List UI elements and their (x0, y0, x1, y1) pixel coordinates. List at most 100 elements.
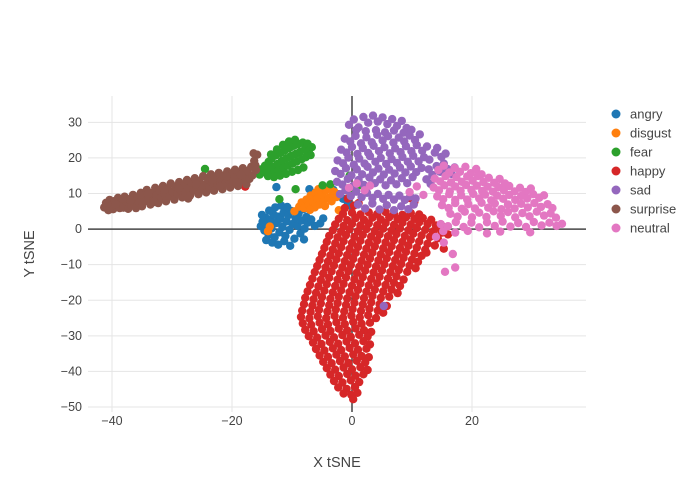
point-neutral[interactable] (529, 217, 538, 227)
point-happy[interactable] (327, 267, 336, 276)
point-sad[interactable] (365, 151, 375, 161)
point-surprise[interactable] (118, 194, 128, 203)
point-happy[interactable] (299, 300, 309, 309)
point-happy[interactable] (375, 272, 384, 281)
point-sad[interactable] (374, 164, 383, 173)
point-sad[interactable] (355, 154, 364, 163)
point-happy[interactable] (395, 281, 405, 291)
point-happy[interactable] (333, 275, 342, 284)
point-happy[interactable] (301, 293, 310, 302)
point-happy[interactable] (328, 288, 337, 297)
point-neutral[interactable] (419, 190, 428, 200)
point-sad[interactable] (433, 143, 442, 153)
point-happy[interactable] (308, 338, 318, 347)
point-happy[interactable] (350, 298, 359, 307)
point-happy[interactable] (383, 274, 393, 283)
point-happy[interactable] (326, 294, 335, 303)
point-neutral[interactable] (457, 191, 466, 200)
point-sad[interactable] (417, 163, 426, 173)
point-happy[interactable] (364, 311, 373, 320)
point-neutral[interactable] (441, 171, 450, 181)
point-happy[interactable] (315, 318, 324, 327)
point-happy[interactable] (298, 306, 307, 315)
point-sad[interactable] (376, 153, 385, 163)
point-neutral[interactable] (517, 199, 526, 208)
point-happy[interactable] (422, 248, 431, 257)
point-happy[interactable] (340, 307, 349, 316)
point-happy[interactable] (313, 312, 322, 321)
point-happy[interactable] (316, 275, 325, 285)
point-neutral[interactable] (503, 200, 513, 209)
point-sad[interactable] (358, 143, 367, 153)
point-surprise[interactable] (236, 170, 246, 180)
point-disgust[interactable] (327, 197, 336, 206)
point-neutral[interactable] (545, 218, 554, 227)
point-happy[interactable] (341, 273, 351, 282)
point-fear[interactable] (263, 171, 273, 181)
point-happy[interactable] (377, 266, 387, 275)
point-sad[interactable] (344, 153, 353, 162)
point-angry[interactable] (299, 235, 309, 244)
point-happy[interactable] (340, 319, 349, 329)
point-happy[interactable] (351, 324, 360, 333)
point-fear[interactable] (299, 163, 308, 172)
point-sad[interactable] (397, 174, 406, 183)
point-fear[interactable] (306, 150, 315, 160)
point-sad[interactable] (390, 169, 399, 178)
point-neutral[interactable] (483, 182, 492, 191)
point-disgust[interactable] (263, 227, 273, 236)
point-sad[interactable] (361, 127, 370, 136)
point-happy[interactable] (362, 344, 371, 353)
point-sad[interactable] (362, 133, 371, 142)
point-neutral[interactable] (344, 183, 354, 192)
point-happy[interactable] (317, 339, 326, 349)
point-happy[interactable] (333, 298, 342, 308)
point-neutral[interactable] (503, 207, 513, 217)
point-happy[interactable] (413, 257, 423, 266)
point-sad[interactable] (408, 172, 417, 182)
point-happy[interactable] (308, 301, 317, 310)
point-sad[interactable] (359, 112, 368, 122)
point-happy[interactable] (320, 286, 329, 295)
point-neutral[interactable] (490, 199, 499, 208)
point-happy[interactable] (301, 325, 310, 334)
point-sad[interactable] (375, 205, 384, 214)
point-sad[interactable] (388, 114, 397, 124)
point-neutral[interactable] (475, 208, 484, 217)
point-happy[interactable] (355, 330, 364, 339)
point-happy[interactable] (376, 293, 385, 302)
point-neutral[interactable] (472, 181, 481, 190)
point-happy[interactable] (373, 279, 382, 288)
point-neutral[interactable] (539, 191, 549, 200)
point-neutral[interactable] (451, 263, 460, 272)
point-neutral[interactable] (439, 161, 448, 170)
point-sad[interactable] (403, 179, 412, 188)
point-sad[interactable] (389, 126, 399, 135)
point-neutral[interactable] (451, 228, 460, 237)
point-happy[interactable] (322, 280, 331, 289)
point-neutral[interactable] (431, 232, 441, 242)
point-happy[interactable] (330, 311, 339, 321)
point-happy[interactable] (356, 279, 365, 288)
point-sad[interactable] (376, 175, 385, 184)
point-disgust[interactable] (320, 201, 330, 211)
point-happy[interactable] (352, 356, 361, 365)
point-sad[interactable] (404, 205, 413, 214)
point-fear[interactable] (272, 145, 282, 154)
point-happy[interactable] (392, 272, 401, 281)
point-neutral[interactable] (440, 181, 449, 190)
point-happy[interactable] (306, 307, 315, 317)
point-happy[interactable] (305, 280, 315, 290)
point-neutral[interactable] (475, 223, 484, 232)
point-happy[interactable] (325, 337, 334, 347)
point-happy[interactable] (317, 292, 327, 302)
point-fear[interactable] (326, 180, 335, 189)
point-happy[interactable] (332, 350, 341, 359)
point-happy[interactable] (371, 313, 381, 323)
point-happy[interactable] (368, 291, 377, 301)
point-neutral[interactable] (497, 205, 506, 214)
point-sad[interactable] (383, 132, 393, 141)
point-neutral[interactable] (557, 219, 567, 228)
point-surprise[interactable] (251, 165, 261, 175)
point-neutral[interactable] (440, 267, 450, 276)
